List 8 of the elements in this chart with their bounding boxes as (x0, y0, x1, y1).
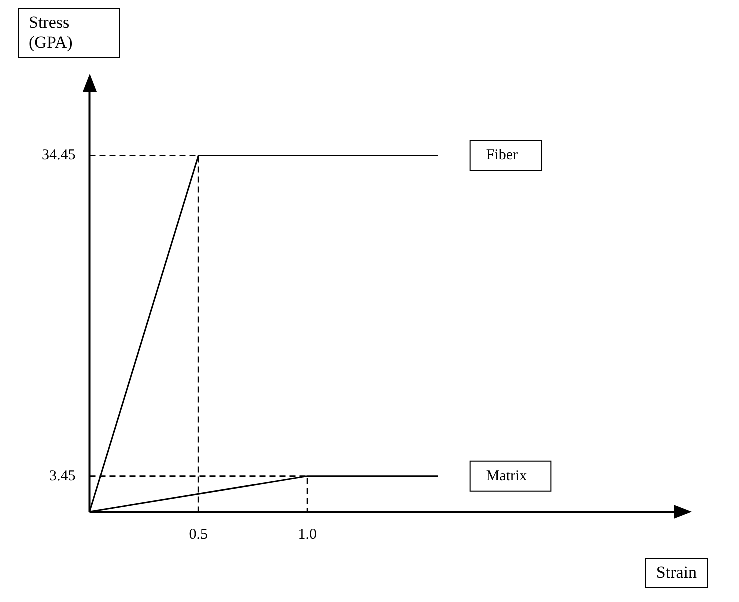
text: Matrix (486, 468, 528, 484)
y-tick-label: 34.45 (42, 148, 76, 164)
x-axis-title: Strain (645, 558, 708, 588)
y-tick-label: 3.45 (50, 468, 76, 484)
x-tick-label: 0.5 (189, 526, 208, 543)
text: Fiber (486, 148, 518, 164)
x-tick-label: 1.0 (298, 526, 317, 543)
y-axis-title: Stress (GPA) (18, 8, 120, 58)
